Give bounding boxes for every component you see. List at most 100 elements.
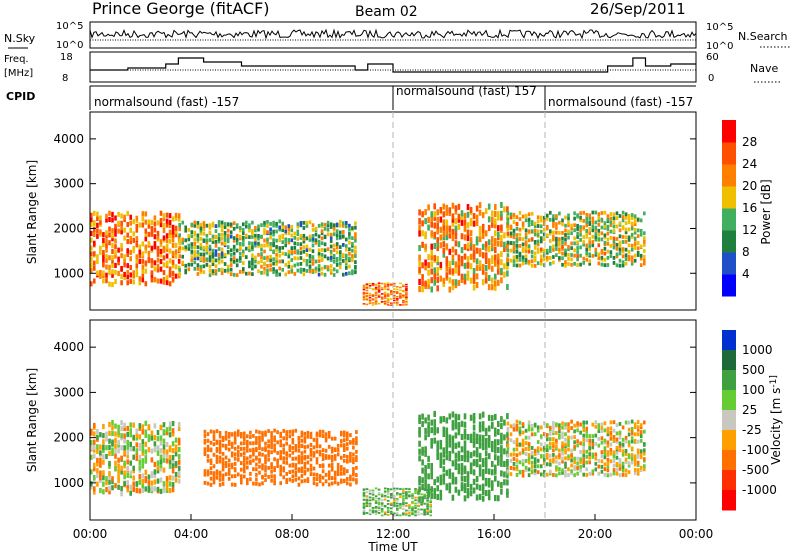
scatter-cell-region-1 [288, 429, 292, 434]
scatter-cell-region-3 [472, 244, 476, 251]
scatter-cell-region-1 [305, 269, 309, 273]
scatter-cell-region-0 [108, 474, 111, 481]
scatter-cell-region-1 [226, 228, 230, 233]
scatter-cell-region-0 [141, 439, 145, 445]
scatter-cell-region-2 [399, 297, 402, 299]
scatter-cell-region-2 [374, 303, 378, 305]
scatter-cell-region-3 [500, 416, 503, 423]
scatter-cell-region-4 [515, 442, 519, 447]
scatter-cell-region-3 [497, 420, 500, 427]
scatter-cell-region-0 [135, 455, 139, 461]
scatter-cell-region-1 [211, 248, 215, 253]
scatter-cell-region-4 [524, 213, 528, 218]
scatter-cell-region-0 [123, 449, 126, 455]
scatter-cell-region-4 [576, 250, 579, 254]
scatter-cell-region-3 [506, 472, 509, 479]
scatter-cell-region-0 [132, 279, 135, 285]
scatter-cell-region-1 [193, 223, 197, 228]
scatter-cell-region-4 [521, 257, 525, 262]
scatter-cell-region-0 [120, 266, 123, 272]
scatter-cell-region-1 [257, 234, 260, 238]
scatter-cell-region-2 [420, 508, 423, 511]
scatter-cell-region-1 [330, 454, 334, 459]
scatter-cell-region-4 [552, 459, 555, 464]
scatter-cell-region-1 [217, 220, 221, 224]
scatter-cell-region-1 [245, 271, 248, 276]
scatter-cell-region-4 [643, 249, 646, 253]
scatter-cell-region-1 [332, 259, 336, 264]
scatter-cell-region-0 [156, 257, 160, 263]
scatter-cell-region-0 [153, 227, 157, 233]
scatter-cell-region-0 [126, 431, 129, 438]
scatter-cell-region-4 [585, 257, 588, 262]
scatter-cell-region-1 [343, 467, 346, 472]
scatter-cell-region-4 [521, 249, 525, 253]
scatter-cell-region-3 [442, 416, 446, 423]
scatter-cell-region-1 [208, 264, 212, 269]
scatter-cell-region-3 [430, 221, 433, 228]
scatter-cell-region-0 [93, 278, 96, 284]
scatter-cell-region-1 [354, 260, 357, 264]
scatter-cell-region-3 [466, 475, 470, 482]
scatter-cell-region-3 [475, 437, 479, 444]
scatter-cell-region-4 [621, 247, 625, 251]
scatter-cell-region-0 [165, 218, 169, 224]
scatter-cell-region-3 [427, 278, 430, 285]
scatter-cell-region-0 [171, 428, 175, 434]
scatter-cell-region-3 [481, 232, 485, 239]
velocity-colorbar-swatch [722, 330, 736, 351]
scatter-cell-region-0 [90, 469, 93, 475]
scatter-cell-region-0 [144, 268, 148, 274]
scatter-cell-region-1 [273, 478, 276, 483]
scatter-cell-region-1 [315, 482, 319, 487]
scatter-cell-region-4 [546, 216, 549, 221]
scatter-cell-region-2 [365, 283, 369, 285]
scatter-cell-region-3 [436, 449, 439, 456]
scatter-cell-region-3 [439, 452, 443, 459]
scatter-cell-region-4 [597, 252, 601, 257]
scatter-cell-region-1 [293, 256, 297, 261]
scatter-cell-region-0 [117, 424, 120, 430]
scatter-cell-region-4 [570, 463, 573, 468]
scatter-cell-region-3 [475, 247, 479, 254]
scatter-cell-region-1 [321, 453, 325, 457]
scatter-cell-region-4 [558, 467, 561, 471]
scatter-cell-region-3 [436, 270, 439, 277]
scatter-cell-region-1 [229, 267, 233, 272]
scatter-cell-region-1 [321, 429, 325, 434]
scatter-cell-region-3 [491, 216, 494, 223]
scatter-cell-region-0 [102, 459, 105, 465]
scatter-cell-region-4 [536, 440, 540, 444]
scatter-cell-region-4 [630, 247, 634, 252]
scatter-cell-region-4 [518, 442, 522, 447]
scatter-cell-region-1 [291, 446, 295, 450]
scatter-cell-region-1 [340, 471, 343, 476]
scatter-cell-region-1 [226, 264, 230, 269]
scatter-cell-region-1 [254, 264, 257, 269]
scatter-cell-region-4 [567, 447, 570, 452]
scatter-cell-region-1 [299, 256, 303, 260]
scatter-cell-region-3 [421, 230, 424, 237]
scatter-cell-region-2 [405, 289, 408, 291]
scatter-cell-region-4 [606, 256, 610, 260]
scatter-cell-region-0 [102, 252, 105, 258]
scatter-cell-region-3 [421, 241, 424, 248]
scatter-cell-region-2 [374, 510, 378, 513]
scatter-cell-region-2 [405, 504, 408, 507]
scatter-cell-region-0 [168, 487, 172, 494]
scatter-cell-region-3 [424, 427, 427, 434]
scatter-cell-region-0 [165, 441, 169, 448]
scatter-cell-region-3 [421, 483, 424, 490]
scatter-cell-region-1 [321, 434, 325, 438]
scatter-cell-region-0 [129, 484, 132, 490]
scatter-cell-region-0 [105, 436, 108, 442]
scatter-cell-region-1 [223, 262, 227, 266]
scatter-cell-region-1 [294, 473, 298, 477]
scatter-cell-region-3 [472, 277, 476, 284]
scatter-cell-region-2 [371, 295, 375, 297]
scatter-cell-region-4 [579, 457, 582, 462]
scatter-cell-region-4 [509, 241, 513, 245]
scatter-cell-region-4 [546, 257, 549, 262]
scatter-cell-region-0 [126, 459, 129, 465]
scatter-cell-region-0 [120, 465, 123, 471]
